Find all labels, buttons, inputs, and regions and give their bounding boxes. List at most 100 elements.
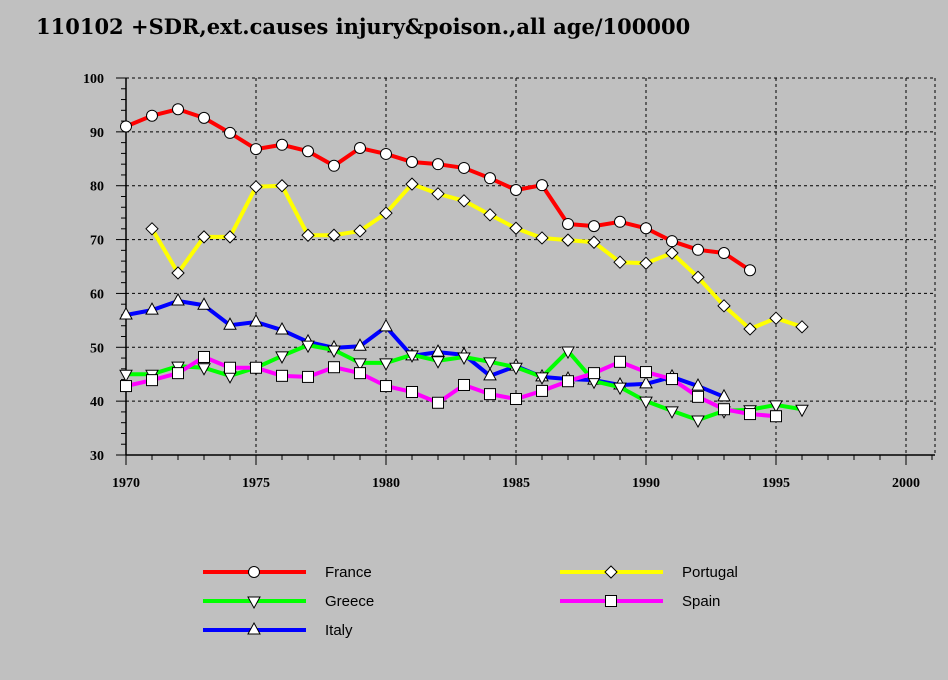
greece-point — [327, 345, 341, 359]
legend-item-spain: Spain — [560, 593, 720, 610]
spain-point — [432, 396, 444, 409]
legend-marker — [247, 621, 261, 635]
greece-point — [275, 351, 289, 364]
spain-point — [692, 390, 704, 403]
france-point — [744, 264, 756, 277]
legend-marker — [247, 596, 261, 610]
greece-point — [301, 340, 315, 354]
spain-point — [406, 385, 418, 398]
france-point — [562, 217, 574, 230]
france-point — [172, 103, 184, 116]
portugal-point — [795, 320, 809, 334]
x-tick-label: 1970 — [112, 476, 140, 491]
portugal-point — [301, 228, 315, 242]
italy-line — [125, 298, 725, 399]
spain-point — [380, 380, 392, 393]
spain-point — [588, 367, 600, 380]
france-point — [328, 159, 340, 172]
series-spain — [120, 350, 782, 423]
portugal-point — [509, 221, 523, 235]
portugal-point — [613, 255, 627, 269]
italy-point — [691, 378, 705, 391]
italy-point — [275, 322, 289, 335]
france-point — [484, 172, 496, 185]
legend-item-greece: Greece — [203, 593, 374, 610]
france-point — [692, 243, 704, 256]
y-tick-label: 80 — [90, 180, 104, 195]
greece-point — [119, 369, 133, 383]
france-point — [146, 109, 158, 122]
portugal-point — [431, 187, 445, 201]
italy-point — [197, 297, 211, 310]
y-tick-label: 100 — [83, 72, 104, 87]
greece-point — [665, 406, 679, 419]
france-point — [224, 126, 236, 139]
legend-label: Spain — [682, 593, 720, 610]
greece-point — [795, 404, 809, 418]
spain-point — [120, 380, 132, 393]
spain-point — [770, 410, 782, 423]
france-point — [276, 138, 288, 151]
legend-item-italy: Italy — [203, 621, 353, 639]
portugal-point — [691, 270, 705, 284]
france-point — [458, 161, 470, 174]
spain-point — [614, 355, 626, 368]
x-tick-label: 1980 — [372, 476, 400, 491]
france-point — [536, 179, 548, 192]
greece-point — [197, 363, 211, 376]
greece-point — [457, 352, 471, 366]
italy-point — [639, 375, 653, 389]
italy-point — [483, 367, 497, 381]
y-tick-label: 50 — [90, 341, 104, 356]
x-tick-label: 1975 — [242, 476, 270, 491]
y-tick-label: 90 — [90, 126, 104, 141]
italy-point — [223, 317, 237, 330]
legend-marker — [604, 565, 618, 579]
greece-point — [691, 415, 705, 429]
y-tick-label: 40 — [90, 395, 104, 410]
legend-marker — [248, 566, 260, 578]
greece-point — [353, 358, 367, 371]
portugal-point — [483, 208, 497, 222]
spain-point — [250, 361, 262, 374]
legend-label: France — [325, 564, 372, 581]
france-point — [250, 143, 262, 156]
portugal-point — [665, 246, 679, 260]
portugal-point — [171, 266, 185, 280]
france-point — [666, 235, 678, 248]
spain-point — [276, 369, 288, 382]
spain-point — [458, 378, 470, 391]
portugal-point — [275, 179, 289, 193]
france-point — [640, 222, 652, 235]
italy-point — [379, 318, 393, 332]
legend-item-france: France — [203, 564, 372, 581]
spain-point — [354, 367, 366, 380]
france-point — [354, 142, 366, 155]
y-tick-label: 70 — [90, 234, 104, 249]
series-france — [120, 103, 756, 277]
portugal-point — [249, 180, 263, 194]
greece-point — [639, 396, 653, 410]
france-point — [718, 247, 730, 260]
portugal-point — [197, 230, 211, 244]
spain-point — [744, 408, 756, 421]
portugal-point — [587, 235, 601, 249]
spain-point — [484, 388, 496, 401]
legend-label: Greece — [325, 593, 374, 610]
france-point — [302, 145, 314, 158]
x-tick-label: 1990 — [632, 476, 660, 491]
italy-point — [145, 302, 159, 315]
france-point — [510, 184, 522, 197]
legend-item-portugal: Portugal — [560, 564, 738, 581]
spain-point — [146, 374, 158, 387]
portugal-line — [150, 182, 803, 331]
spain-line — [125, 354, 777, 419]
spain-point — [562, 375, 574, 388]
france-point — [120, 120, 132, 133]
greece-point — [379, 358, 393, 371]
greece-point — [431, 356, 445, 369]
portugal-point — [743, 322, 757, 336]
greece-point — [405, 350, 419, 363]
france-point — [588, 220, 600, 233]
